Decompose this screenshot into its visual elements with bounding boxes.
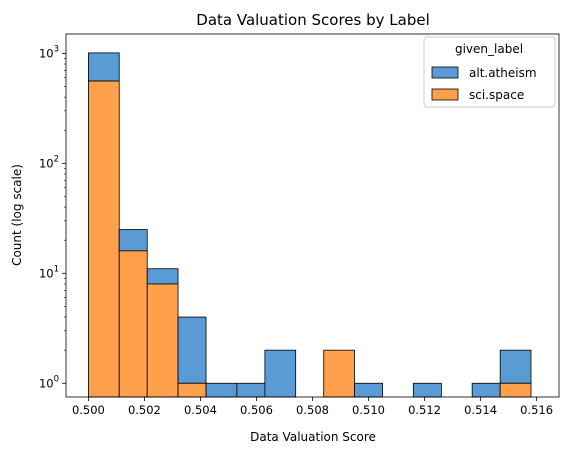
x-tick-label-8: 0.516 [520,403,553,417]
bar-alt-atheism-14 [499,349,532,384]
y-tick-label-2: 102 [39,154,59,170]
bars-layer [88,52,532,398]
legend-label-alt-atheism: alt.atheism [469,66,537,80]
legend-title: given_label [455,42,523,56]
bar-alt-atheism-9 [354,382,383,398]
x-tick-label-3: 0.506 [240,403,273,417]
x-tick-label-0: 0.500 [72,403,105,417]
bar-sci-space-8 [323,349,355,398]
bar-alt-atheism-3 [177,316,207,384]
bar-alt-atheism-6 [264,349,297,398]
bar-sci-space-3 [177,382,207,398]
y-tick-label-0: 100 [39,374,59,390]
bar-sci-space-14 [499,382,532,398]
chart-title: Data Valuation Scores by Label [196,11,429,29]
x-tick-label-5: 0.510 [352,403,385,417]
x-tick-label-7: 0.514 [464,403,497,417]
x-axis-label: Data Valuation Score [250,430,376,444]
bar-alt-atheism-5 [236,382,266,398]
bar-alt-atheism-4 [205,382,238,398]
x-tick-label-6: 0.512 [408,403,441,417]
legend-label-sci-space: sci.space [469,88,524,102]
y-tick-label-3: 103 [39,44,59,60]
y-axis-ticks: 100 101 102 103 [39,44,66,390]
bar-alt-atheism-1 [118,229,148,252]
x-tick-label-1: 0.502 [128,403,161,417]
y-axis-label: Count (log scale) [10,164,24,266]
bar-alt-atheism-13 [471,382,501,398]
y-tick-label-1: 101 [39,264,59,280]
bar-alt-atheism-0 [88,52,120,82]
bar-sci-space-1 [118,250,148,398]
x-axis-ticks: 0.500 0.502 0.504 0.506 0.508 0.510 0.512 0.514… [72,397,553,417]
bar-sci-space-2 [146,283,179,398]
legend: given_label alt.atheism sci.space [423,36,556,108]
x-tick-label-2: 0.504 [184,403,217,417]
legend-swatch-sci-space [431,88,459,101]
x-tick-label-4: 0.508 [296,403,329,417]
legend-swatch-alt-atheism [431,66,459,79]
bar-alt-atheism-2 [146,268,179,285]
bar-sci-space-0 [88,80,120,398]
bar-alt-atheism-11 [412,382,442,398]
